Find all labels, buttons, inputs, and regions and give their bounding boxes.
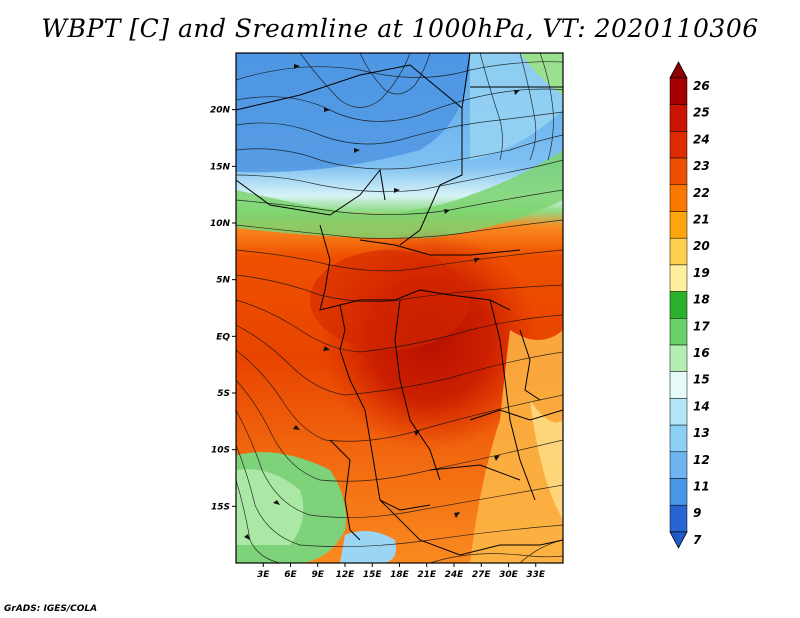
- lon-tick-label: 12E: [336, 570, 356, 580]
- colorbar-label: 11: [693, 480, 710, 494]
- colorbar-band: [669, 398, 688, 426]
- lon-tick-label: 21E: [417, 570, 437, 580]
- colorbar-label: 22: [693, 186, 710, 200]
- lon-tick-label: 3E: [257, 570, 270, 580]
- colorbar-label: 16: [693, 346, 710, 360]
- colorbar-label: 20: [693, 239, 710, 253]
- colorbar-band: [669, 504, 688, 533]
- colorbar-band: [669, 157, 688, 186]
- lon-tick-label: 6E: [284, 570, 297, 580]
- lon-tick-label: 33E: [526, 570, 546, 580]
- colorbar-band: [669, 318, 688, 346]
- streamline-arrows: [244, 64, 520, 540]
- lon-tick-label: 24E: [445, 570, 465, 580]
- colorbar-label: 24: [693, 132, 710, 146]
- colorbar-top-arrow: [669, 61, 688, 79]
- colorbar-band: [669, 344, 688, 372]
- colorbar-label: 21: [693, 213, 710, 227]
- lon-tick-label: 27E: [472, 570, 492, 580]
- colorbar-band: [669, 104, 688, 132]
- colorbar-band: [669, 77, 688, 105]
- colorbar-label: 15: [693, 373, 710, 387]
- colorbar-band: [669, 264, 688, 292]
- colorbar: 26 25 24 23 22 21 20 19 18 17 16 15 14 13 12 11 9 7: [669, 61, 710, 549]
- colorbar-label: 12: [693, 453, 710, 467]
- colorbar-label: 25: [693, 106, 710, 120]
- map-title: WBPT [C] and Sreamline at 1000hPa, VT: 2…: [41, 14, 759, 43]
- colorbar-band: [669, 291, 688, 319]
- colorbar-label: 19: [693, 266, 710, 280]
- colorbar-band: [669, 211, 688, 239]
- country-borders: [236, 53, 563, 556]
- colorbar-band: [669, 451, 688, 479]
- colorbar-bottom-arrow: [669, 531, 688, 549]
- lat-axis: 20N 15N 10N 5N EQ 5S 10S 15S: [210, 106, 236, 512]
- lat-tick-label: 5N: [216, 276, 230, 286]
- colorbar-label: 9: [693, 506, 701, 520]
- colorbar-label: 23: [693, 159, 710, 173]
- lat-tick-label: 20N: [210, 106, 231, 116]
- lat-tick-label: 10N: [210, 219, 231, 229]
- colorbar-band: [669, 184, 688, 212]
- colorbar-label: 13: [693, 426, 710, 440]
- lat-tick-label: 5S: [217, 389, 230, 399]
- colorbar-label: 26: [693, 79, 710, 93]
- colorbar-band: [669, 478, 688, 506]
- colorbar-label: 17: [693, 319, 710, 333]
- colorbar-band: [669, 131, 688, 159]
- streamlines: [236, 53, 563, 563]
- footer-credit: GrADS: IGES/COLA: [4, 604, 98, 614]
- colorbar-label: 14: [693, 399, 710, 413]
- lon-tick-label: 30E: [499, 570, 519, 580]
- colorbar-label: 18: [693, 293, 710, 307]
- colorbar-band: [669, 237, 688, 266]
- lat-tick-label: 10S: [211, 446, 230, 456]
- lat-tick-label: 15S: [211, 502, 230, 512]
- lon-axis: 3E 6E 9E 12E 15E 18E 21E 24E 27E 30E 33E: [257, 563, 546, 580]
- colorbar-label: 7: [693, 533, 702, 547]
- lat-tick-label: 15N: [210, 162, 231, 172]
- colorbar-band: [669, 424, 688, 453]
- lon-tick-label: 15E: [363, 570, 383, 580]
- lat-tick-label: EQ: [216, 332, 230, 342]
- colorbar-band: [669, 371, 688, 399]
- lon-tick-label: 9E: [312, 570, 325, 580]
- lon-tick-label: 18E: [390, 570, 410, 580]
